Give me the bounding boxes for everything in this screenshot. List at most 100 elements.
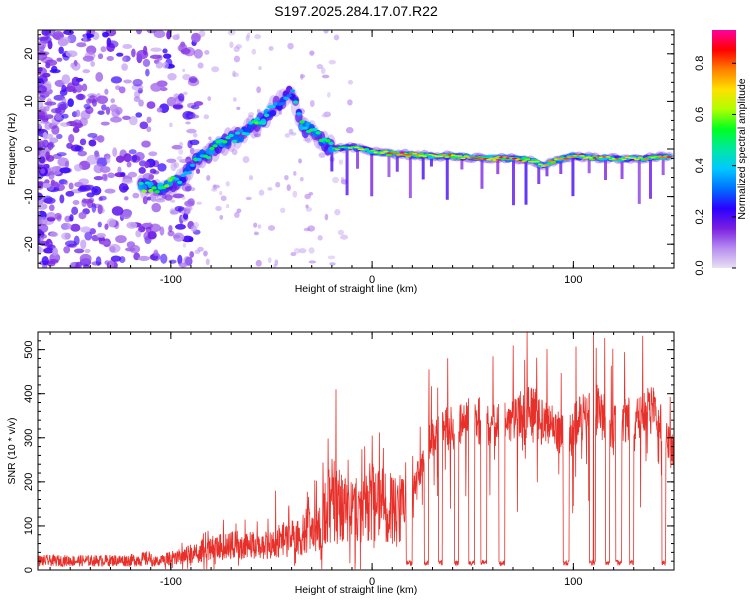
spectrogram-noise-blob	[190, 187, 196, 192]
spectrogram-noise-blob	[43, 163, 50, 169]
spectrogram-noise-blob	[118, 182, 129, 193]
spectrogram-noise-blob	[162, 61, 169, 69]
snr-ylabel: SNR (10 * v/v)	[6, 417, 18, 484]
spectrogram-noise-blob	[38, 203, 48, 210]
spectrogram-noise-blob	[286, 184, 291, 192]
spectrogram-noise-blob	[184, 210, 190, 215]
spectrogram-noise-blob	[128, 149, 137, 155]
spectrogram-noise-blob	[193, 48, 203, 59]
spectrogram-noise-blob	[156, 107, 163, 113]
spectrogram-trace-mark	[637, 156, 643, 159]
spectrogram-noise-blob	[73, 164, 83, 172]
spectrogram-noise-blob	[155, 61, 164, 69]
spectrogram-noise-blob	[139, 121, 149, 130]
spectrogram-noise-blob	[44, 179, 50, 185]
spectrogram-noise-blob	[81, 83, 88, 92]
spectrogram-trace-mark	[634, 158, 640, 161]
spectrogram-noise-blob	[166, 158, 177, 164]
spectrogram-trace-mark	[521, 160, 527, 162]
spectrogram-ytick-label: -20	[23, 236, 35, 252]
spectrogram-noise-blob	[178, 93, 185, 102]
spectrogram-noise-blob	[43, 197, 56, 205]
spectrogram-noise-blob	[256, 86, 261, 94]
spectrogram-noise-blob	[186, 128, 197, 134]
spectrogram-noise-blob	[61, 232, 71, 240]
snr-ytick-label: 500	[23, 340, 35, 358]
spectrogram-noise-blob	[40, 234, 47, 239]
spectrogram-trace-mark	[502, 156, 508, 158]
spectrogram-noise-blob	[142, 58, 151, 67]
spectrogram-noise-blob	[204, 49, 210, 55]
spectrogram-trace-mark	[492, 157, 498, 159]
spectrogram-noise-blob	[68, 182, 74, 190]
spectrogram-trace-mark	[208, 148, 215, 156]
spectrogram-noise-blob	[178, 148, 184, 155]
spectrogram-noise-blob	[308, 247, 315, 254]
spectrogram-noise-blob	[247, 32, 251, 39]
spectrogram-noise-blob	[72, 89, 77, 94]
spectrogram-noise-blob	[208, 136, 212, 141]
spectrogram-noise-blob	[166, 96, 176, 107]
spectrogram-trace-mark	[173, 177, 180, 181]
spectrogram-trace-mark	[154, 190, 160, 194]
spectrogram-noise-blob	[44, 114, 54, 120]
spectrogram-noise-blob	[49, 204, 55, 212]
spectrogram-ytick-label: 10	[23, 95, 35, 107]
spectrogram-noise-blob	[59, 194, 65, 204]
spectrogram-noise-blob	[118, 86, 126, 94]
spectrogram-noise-blob	[97, 110, 105, 115]
spectrogram-noise-blob	[79, 253, 92, 264]
spectrogram-streak	[545, 163, 549, 177]
spectrogram-trace-mark	[189, 163, 196, 167]
spectrogram-noise-blob	[258, 66, 262, 71]
spectrogram-noise-blob	[110, 116, 122, 123]
spectrogram-noise-blob	[67, 98, 74, 107]
spectrogram-noise-blob	[293, 171, 297, 176]
spectrogram-noise-blob	[95, 72, 104, 82]
spectrogram-noise-blob	[116, 52, 124, 57]
spectrogram-noise-blob	[305, 206, 313, 212]
spectrogram-noise-blob	[298, 158, 302, 164]
spectrogram-noise-blob	[146, 30, 157, 34]
spectrogram-streak	[330, 149, 334, 172]
spectrogram-noise-blob	[55, 113, 62, 121]
spectrogram-noise-blob	[174, 205, 185, 212]
spectrogram-trace-mark	[296, 112, 302, 116]
spectrogram-marks	[38, 30, 674, 268]
spectrogram-noise-blob	[300, 74, 306, 79]
spectrogram-noise-blob	[72, 199, 80, 205]
spectrogram-xtick-label: 100	[564, 274, 582, 286]
spectrogram-noise-blob	[38, 139, 45, 149]
spectrogram-noise-blob	[105, 106, 111, 115]
spectrogram-noise-blob	[253, 222, 258, 228]
spectrogram-noise-blob	[303, 137, 311, 142]
spectrogram-noise-blob	[70, 262, 77, 267]
spectrogram-noise-blob	[167, 72, 177, 81]
spectrogram-noise-blob	[198, 30, 206, 38]
spectrogram-noise-blob	[219, 190, 223, 196]
spectrogram-noise-blob	[126, 221, 138, 229]
spectrogram-trace-mark	[228, 133, 234, 138]
spectrogram-noise-blob	[329, 262, 336, 266]
spectrogram-trace-mark	[618, 157, 624, 160]
spectrogram-noise-blob	[82, 33, 87, 43]
spectrogram-noise-blob	[105, 156, 111, 164]
spectrogram-noise-blob	[254, 34, 262, 40]
spectrogram-noise-blob	[340, 176, 345, 182]
spectrogram-noise-blob	[168, 259, 177, 264]
spectrogram-noise-blob	[73, 235, 80, 246]
spectrogram-noise-blob	[96, 95, 109, 104]
spectrogram-noise-blob	[96, 233, 106, 238]
spectrogram-noise-blob	[167, 230, 175, 237]
spectrogram-noise-blob	[106, 56, 114, 61]
spectrogram-noise-blob	[51, 125, 60, 135]
spectrogram-noise-blob	[100, 46, 107, 53]
spectrogram-noise-blob	[184, 200, 195, 207]
spectrogram-trace-mark	[180, 173, 186, 178]
spectrogram-noise-blob	[38, 42, 43, 48]
spectrogram-noise-blob	[65, 190, 75, 197]
spectrogram-noise-blob	[284, 175, 289, 181]
spectrogram-noise-blob	[38, 246, 44, 254]
snr-ytick-label: 400	[23, 385, 35, 403]
spectrogram-noise-blob	[38, 110, 46, 121]
